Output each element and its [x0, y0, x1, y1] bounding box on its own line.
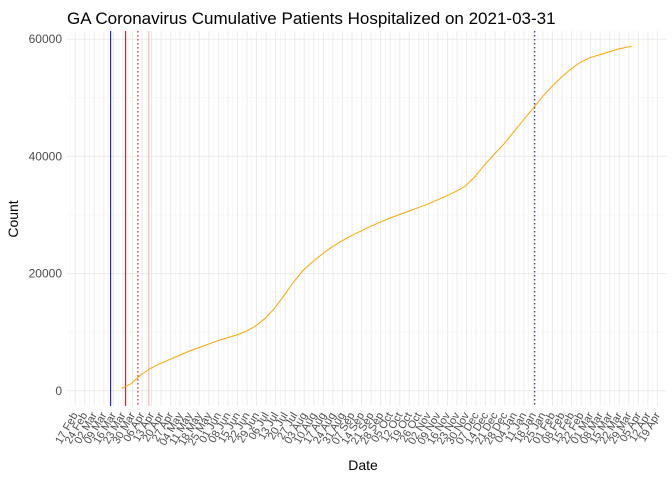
y-tick-label: 40000 [29, 149, 63, 163]
reference-lines [110, 31, 536, 406]
y-axis-title: Count [5, 200, 21, 237]
y-axis-ticks: 0 20000 40000 60000 [29, 32, 63, 398]
grid [67, 31, 667, 406]
y-tick-label: 0 [55, 384, 62, 398]
chart-title: GA Coronavirus Cumulative Patients Hospi… [67, 9, 556, 28]
y-tick-label: 60000 [29, 32, 63, 46]
series-line [121, 45, 632, 389]
y-tick-label: 20000 [29, 267, 63, 281]
x-axis-title: Date [348, 457, 378, 473]
series [121, 45, 632, 389]
